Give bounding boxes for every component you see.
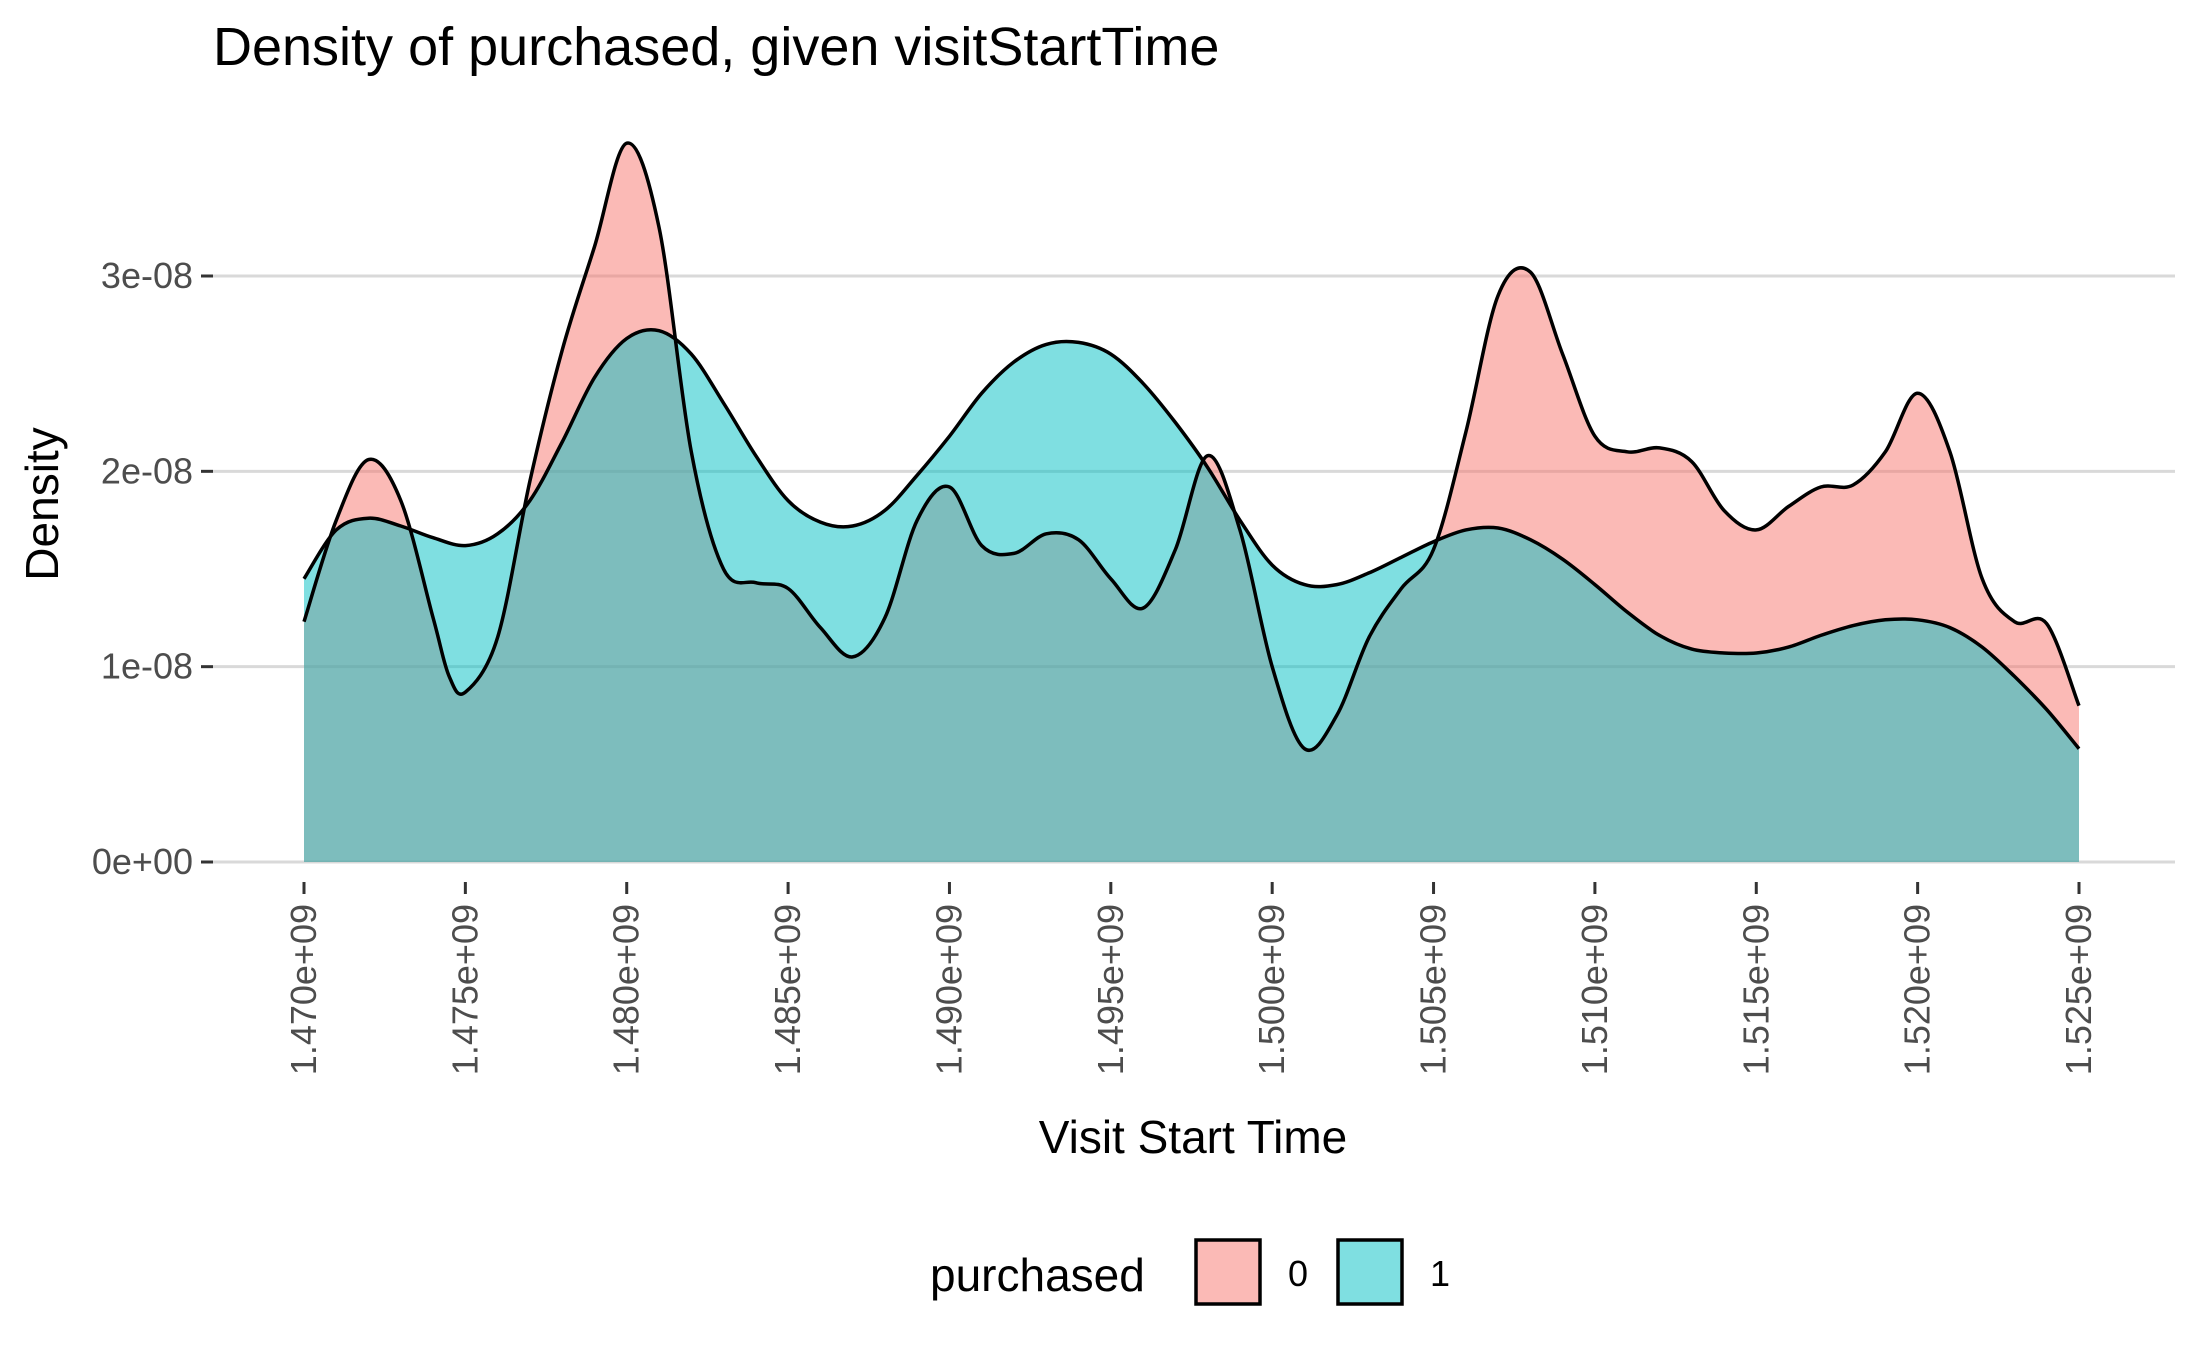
y-tick-label: 0e+00	[92, 841, 193, 882]
legend-key-0	[1194, 1238, 1262, 1306]
x-axis-title: Visit Start Time	[1039, 1111, 1347, 1163]
legend-title: purchased	[930, 1249, 1145, 1301]
chart-title: Density of purchased, given visitStartTi…	[213, 17, 1219, 77]
y-tick-label: 3e-08	[101, 255, 193, 296]
legend-key-1	[1336, 1238, 1404, 1306]
x-tick-label: 1.500e+09	[1251, 904, 1292, 1075]
y-tick-label: 1e-08	[101, 646, 193, 687]
x-axis: 1.470e+09 1.475e+09 1.480e+09 1.485e+09 1.49…	[283, 882, 2099, 1075]
x-tick-label: 1.480e+09	[606, 904, 647, 1075]
x-tick-label: 1.495e+09	[1090, 904, 1131, 1075]
density-lines	[302, 141, 2081, 753]
x-tick-label: 1.525e+09	[2058, 904, 2099, 1075]
y-tick-label: 2e-08	[101, 450, 193, 491]
legend-label-0: 0	[1288, 1253, 1308, 1294]
y-axis: 0e+00 1e-08 2e-08 3e-08	[92, 255, 213, 882]
x-tick-label: 1.490e+09	[929, 904, 970, 1075]
density-areas	[304, 142, 2079, 863]
x-tick-label: 1.515e+09	[1735, 904, 1776, 1075]
x-tick-label: 1.505e+09	[1413, 904, 1454, 1075]
x-tick-label: 1.470e+09	[283, 904, 324, 1075]
legend-label-1: 1	[1430, 1253, 1450, 1294]
x-tick-label: 1.475e+09	[444, 904, 485, 1075]
density-area-1	[304, 329, 2079, 863]
x-tick-label: 1.485e+09	[767, 904, 808, 1075]
density-line-0	[302, 141, 2081, 753]
density-line-1	[302, 327, 2081, 750]
x-tick-label: 1.520e+09	[1897, 904, 1938, 1075]
x-tick-label: 1.510e+09	[1574, 904, 1615, 1075]
y-axis-title: Density	[16, 427, 68, 580]
